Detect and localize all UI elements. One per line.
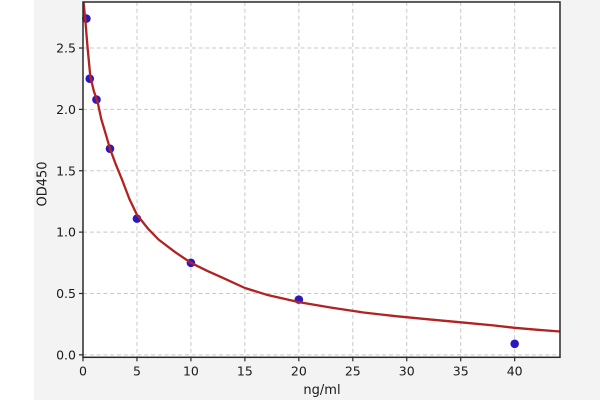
x-tick-label: 40 [507, 364, 523, 379]
x-tick-label: 0 [79, 364, 87, 379]
x-tick-label: 35 [453, 364, 469, 379]
x-tick-label: 5 [133, 364, 141, 379]
x-tick-label: 20 [291, 364, 307, 379]
y-tick-label: 0.0 [56, 347, 76, 362]
x-tick-label: 10 [183, 364, 199, 379]
axes-spines [82, 1, 561, 359]
x-tick-label: 30 [399, 364, 415, 379]
x-tick-label: 25 [345, 364, 361, 379]
x-axis-label: ng/ml [303, 383, 341, 398]
plot-area [83, 2, 560, 358]
y-tick-label: 2.0 [56, 102, 76, 117]
x-tick-label: 15 [237, 364, 253, 379]
fit-curve-line [83, 2, 560, 333]
y-tick-label: 1.0 [56, 225, 76, 240]
y-axis-label: OD450 [35, 161, 51, 207]
y-tick-label: 1.5 [56, 163, 76, 178]
data-point [510, 339, 519, 349]
y-tick-label: 0.5 [56, 286, 76, 301]
y-tick-label: 2.5 [56, 41, 76, 56]
